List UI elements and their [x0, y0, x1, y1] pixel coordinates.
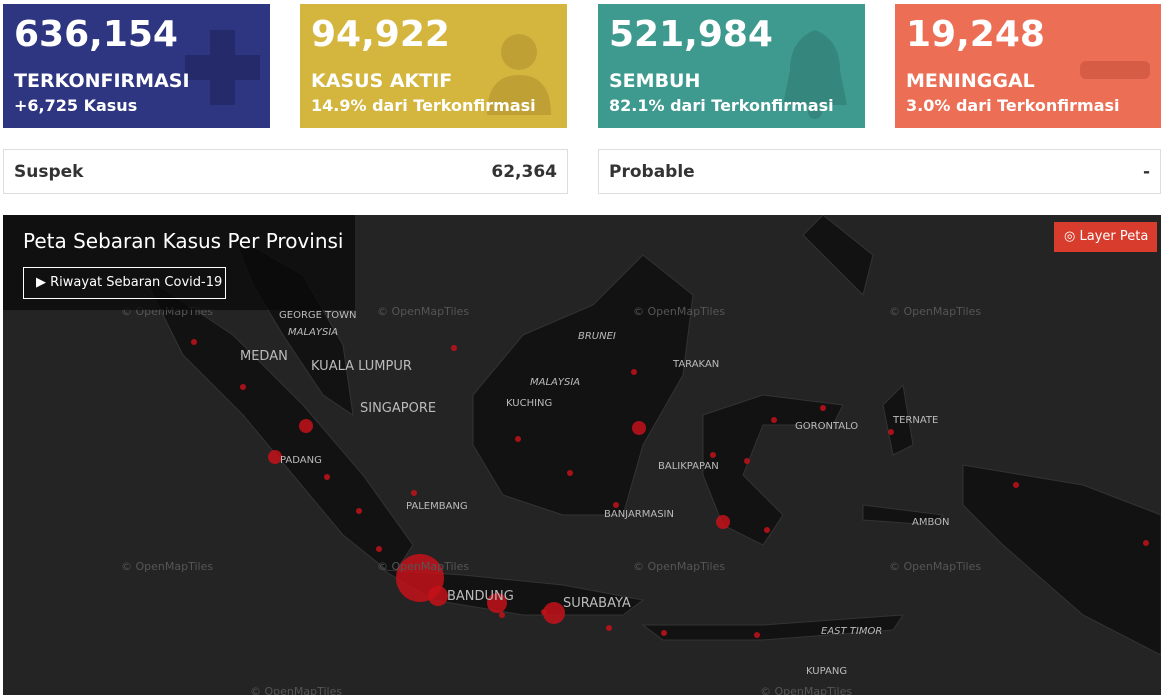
card-label: TERKONFIRMASI: [14, 70, 190, 92]
icon: [1080, 61, 1150, 79]
summary-value: -: [1142, 162, 1150, 182]
layer-button[interactable]: ◎ Layer Peta: [1054, 222, 1157, 252]
map-canvas: MEDAN GEORGE TOWN MALAYSIA KUALA LUMPUR SING…: [121, 215, 1161, 695]
map-label: BALIKPAPAN: [658, 461, 719, 472]
history-button-label: Riwayat Sebaran Covid-19: [50, 275, 223, 290]
card-sub: 82.1% dari Terkonfirmasi: [609, 96, 834, 115]
map-label: KUALA LUMPUR: [311, 359, 412, 374]
icon: [185, 30, 260, 105]
map-label: BRUNEI: [578, 331, 616, 342]
card-label: MENINGGAL: [906, 70, 1035, 92]
map-label: SURABAYA: [563, 596, 631, 611]
summary-label: Probable: [609, 162, 695, 182]
layer-button-label: Layer Peta: [1079, 229, 1149, 244]
map-label: BANJARMASIN: [604, 509, 674, 520]
map-label: KUCHING: [506, 398, 552, 409]
map-label: AMBON: [912, 517, 950, 528]
map-watermark: © OpenMapTiles: [250, 685, 342, 695]
card-confirmed: 636,154 TERKONFIRMASI +6,725 Kasus: [3, 4, 270, 128]
icon: [487, 34, 551, 115]
map-label: GEORGE TOWN: [279, 310, 356, 321]
map-label: EAST TIMOR: [821, 626, 882, 637]
map-label: KUPANG: [806, 666, 847, 677]
map[interactable]: MEDAN GEORGE TOWN MALAYSIA KUALA LUMPUR SING…: [3, 215, 1161, 695]
card-value: 521,984: [609, 14, 773, 55]
suspect-box: Suspek 62,364: [3, 149, 568, 194]
icon: [783, 30, 847, 119]
card-recovered: 521,984 SEMBUH 82.1% dari Terkonfirmasi: [598, 4, 865, 128]
card-deaths: 19,248 MENINGGAL 3.0% dari Terkonfirmasi: [895, 4, 1161, 128]
map-label: TERNATE: [892, 415, 938, 426]
card-sub: 3.0% dari Terkonfirmasi: [906, 96, 1120, 115]
card-active: 94,922 KASUS AKTIF 14.9% dari Terkonfirm…: [300, 4, 567, 128]
card-sub: +6,725 Kasus: [14, 96, 138, 115]
map-title: Peta Sebaran Kasus Per Provinsi: [23, 229, 344, 253]
map-label: MALAYSIA: [288, 327, 338, 338]
card-value: 19,248: [906, 14, 1045, 55]
probable-box: Probable -: [598, 149, 1161, 194]
card-label: KASUS AKTIF: [311, 70, 453, 92]
map-watermark: © OpenMapTiles: [633, 305, 725, 318]
map-watermark: © OpenMapTiles: [889, 305, 981, 318]
map-panel: Peta Sebaran Kasus Per Provinsi ▶ Riwaya…: [3, 215, 355, 310]
map-label: BANDUNG: [447, 589, 514, 604]
map-watermark: © OpenMapTiles: [377, 305, 469, 318]
card-label: SEMBUH: [609, 70, 701, 92]
summary-value: 62,364: [491, 162, 557, 182]
map-label: SINGAPORE: [360, 401, 436, 416]
map-label: TARAKAN: [672, 359, 719, 370]
map-label: GORONTALO: [795, 421, 858, 432]
map-label: MALAYSIA: [530, 377, 580, 388]
summary-label: Suspek: [14, 162, 84, 182]
map-watermark: © OpenMapTiles: [121, 560, 213, 573]
history-button[interactable]: ▶ Riwayat Sebaran Covid-19: [23, 267, 226, 299]
map-watermark: © OpenMapTiles: [633, 560, 725, 573]
map-label: PADANG: [280, 455, 322, 466]
map-label: MEDAN: [240, 349, 288, 364]
map-watermark: © OpenMapTiles: [760, 685, 852, 695]
card-value: 636,154: [14, 14, 178, 55]
map-label: PALEMBANG: [406, 501, 468, 512]
map-watermark: © OpenMapTiles: [377, 560, 469, 573]
card-value: 94,922: [311, 14, 450, 55]
card-sub: 14.9% dari Terkonfirmasi: [311, 96, 536, 115]
map-watermark: © OpenMapTiles: [889, 560, 981, 573]
